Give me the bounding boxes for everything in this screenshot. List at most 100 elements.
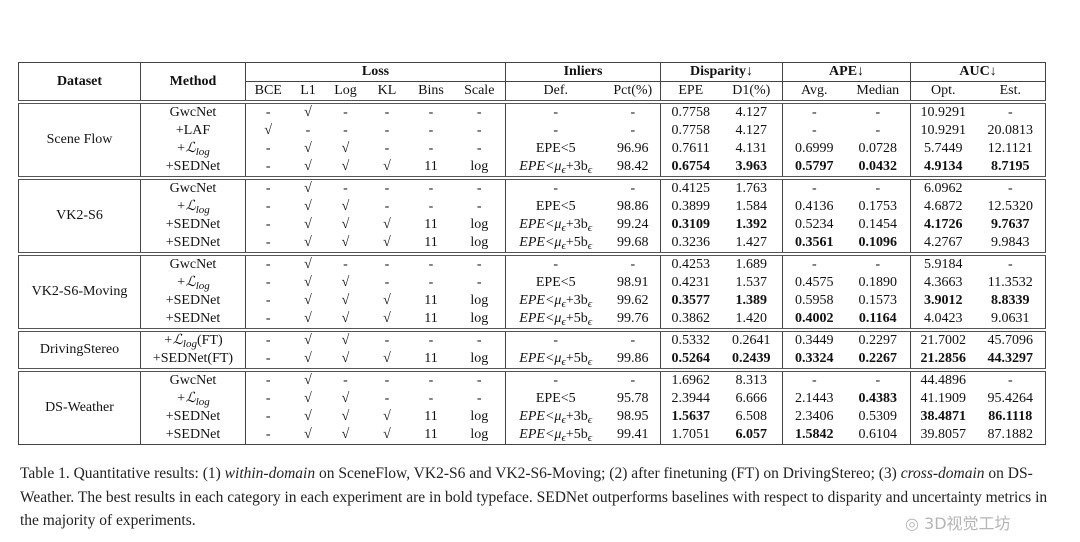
value-cell: - xyxy=(845,100,912,122)
value-cell: - xyxy=(453,390,507,408)
subheader-cell: Opt. xyxy=(910,81,976,102)
value-cell: 4.127 xyxy=(720,122,784,140)
value-cell: - xyxy=(782,100,846,122)
method-cell: GwcNet xyxy=(140,368,246,390)
table-row: VK2-S6-Moving GwcNet - √ - - - - - -0.4253 1.689- -… xyxy=(18,252,1046,330)
value-cell: EPE<5 xyxy=(535,141,576,156)
value-cell: - xyxy=(245,368,291,390)
value-cell: - xyxy=(384,141,390,156)
method-cell: +ℒlog(FT) xyxy=(140,328,246,350)
value-cell: √ xyxy=(304,275,312,290)
value-cell: 4.131 xyxy=(720,140,784,158)
value-cell: - xyxy=(265,199,271,214)
value-cell: 2.3406 xyxy=(795,409,834,424)
value-cell: 0.5332 xyxy=(660,328,721,350)
value-cell: 1.689 xyxy=(720,252,784,274)
value-cell: 21.2856 xyxy=(920,351,967,366)
value-cell: - xyxy=(453,252,507,274)
value-cell: 0.6104 xyxy=(845,426,912,445)
value-cell: - xyxy=(811,123,817,138)
value-cell: 4.9134 xyxy=(924,159,963,174)
value-cell: 0.4231 xyxy=(671,275,711,290)
value-cell: 5.7449 xyxy=(924,141,963,156)
value-cell: log xyxy=(453,310,507,330)
value-cell: 11 xyxy=(424,217,438,232)
method-cell: GwcNet xyxy=(140,176,246,198)
value-cell: 96.96 xyxy=(605,140,662,158)
value-cell: √ xyxy=(383,217,391,232)
value-cell: √ xyxy=(383,351,391,366)
header-disparity: Disparity↓ xyxy=(660,62,784,82)
value-cell: 1.6962 xyxy=(660,368,721,390)
value-cell: - xyxy=(265,235,271,250)
dataset-cell: DrivingStereo xyxy=(18,328,141,370)
header-inliers: Inliers xyxy=(505,62,662,82)
value-cell: log xyxy=(453,408,507,426)
value-cell: 95.78 xyxy=(605,390,662,408)
value-cell: 0.4002 xyxy=(795,311,834,326)
value-cell: - xyxy=(453,198,507,216)
value-cell: 99.86 xyxy=(605,350,662,370)
method-cell: +SEDNet xyxy=(140,426,246,445)
subheader-cell: EPE xyxy=(660,81,721,102)
table-row: +SEDNet - √ √ √ 11 log EPE<μϵ+3bϵ 99.62 0.3577 1.3… xyxy=(19,292,1046,310)
value-cell: - xyxy=(384,123,390,138)
value-cell: EPE<5 xyxy=(535,199,576,214)
value-cell: 11 xyxy=(424,427,438,442)
value-cell: - xyxy=(605,252,662,274)
value-cell: 99.41 xyxy=(605,426,662,445)
value-cell: log xyxy=(453,234,507,254)
value-cell: - xyxy=(845,176,912,198)
value-cell: - xyxy=(325,252,366,274)
table-caption: Table 1. Quantitative results: (1) withi… xyxy=(20,462,1050,533)
value-cell: √ xyxy=(341,235,350,250)
value-cell: √ xyxy=(341,293,350,308)
value-cell: √ xyxy=(341,159,350,174)
caption-text: on SceneFlow, VK2-S6 and VK2-S6-Moving; … xyxy=(315,465,901,482)
value-cell: - xyxy=(365,176,409,198)
value-cell: √ xyxy=(325,328,366,350)
value-cell: 86.1118 xyxy=(988,409,1033,424)
value-cell: - xyxy=(505,252,606,274)
method-cell: +SEDNet xyxy=(140,408,246,426)
value-cell: EPE<5 xyxy=(535,391,576,406)
value-cell: 1.763 xyxy=(720,176,784,198)
value-cell: 0.4253 xyxy=(660,252,721,274)
value-cell: EPE<μϵ+5bϵ xyxy=(519,427,593,444)
value-cell: - xyxy=(265,409,271,424)
value-cell: 0.1573 xyxy=(845,292,912,310)
value-cell: 38.4871 xyxy=(920,409,967,424)
table-row: VK2-S6 GwcNet - √ - - - - - -0.4125 1.763- -6.0962- xyxy=(18,176,1046,254)
value-cell: 0.5958 xyxy=(795,293,834,308)
value-cell: 98.42 xyxy=(605,158,662,178)
value-cell: EPE<μϵ+5bϵ xyxy=(519,235,593,252)
value-cell: - xyxy=(782,176,846,198)
value-cell: - xyxy=(325,176,366,198)
value-cell: 99.62 xyxy=(605,292,662,310)
value-cell: √ xyxy=(304,293,312,308)
value-cell: √ xyxy=(341,199,350,214)
value-cell: 1.5842 xyxy=(795,427,834,442)
value-cell: - xyxy=(384,275,390,290)
value-cell: √ xyxy=(290,252,326,274)
value-cell: √ xyxy=(383,235,391,250)
method-cell: +SEDNet xyxy=(140,234,246,254)
value-cell: 87.1882 xyxy=(987,427,1034,442)
value-cell: 0.7758 xyxy=(671,123,711,138)
value-cell: 4.127 xyxy=(720,100,784,122)
subheader-cell: Def. xyxy=(505,81,606,102)
value-cell: - xyxy=(505,176,606,198)
value-cell: - xyxy=(408,328,454,350)
value-cell: 0.3324 xyxy=(795,351,834,366)
value-cell: √ xyxy=(290,100,326,122)
value-cell: √ xyxy=(304,141,312,156)
watermark-logo: ◎ 3D视觉工坊 xyxy=(905,514,1011,533)
value-cell: √ xyxy=(341,275,350,290)
value-cell: 99.24 xyxy=(605,216,662,234)
value-cell: 0.2439 xyxy=(720,350,784,370)
value-cell: 10.9291 xyxy=(920,123,967,138)
value-cell: 1.584 xyxy=(720,198,784,216)
subheader-cell: Scale xyxy=(453,81,507,102)
value-cell: 0.1454 xyxy=(845,216,912,234)
value-cell: EPE<5 xyxy=(535,275,576,290)
